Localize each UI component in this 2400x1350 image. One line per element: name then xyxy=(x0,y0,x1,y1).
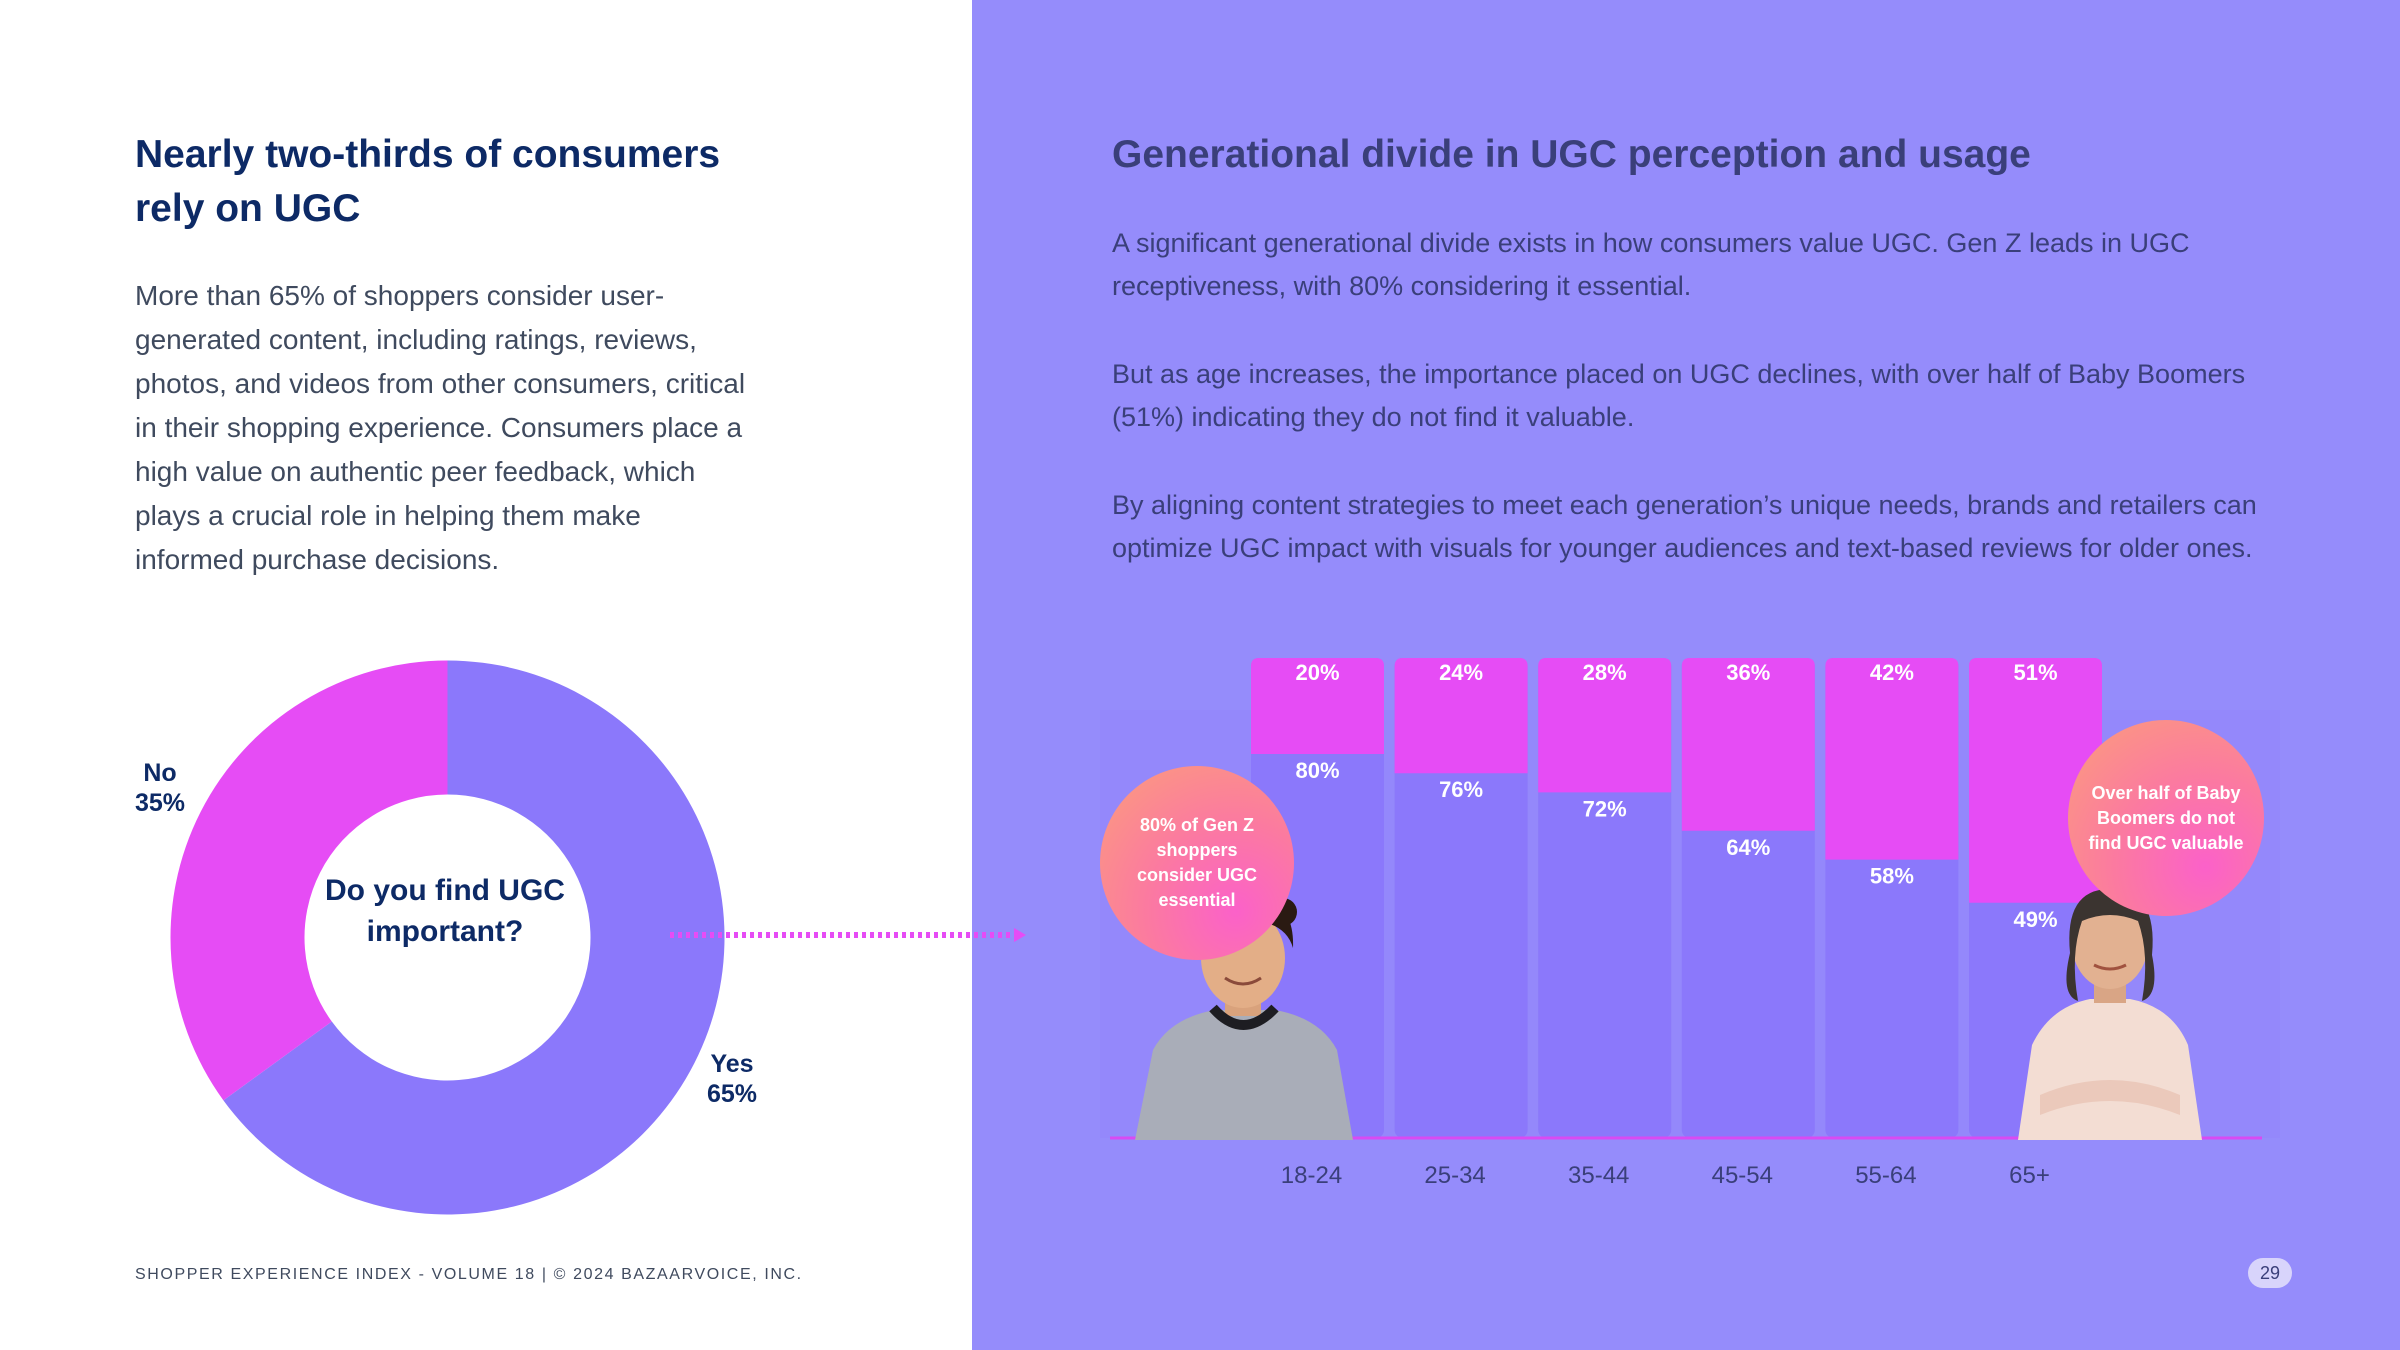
bar-no-55-64 xyxy=(1825,658,1959,860)
donut-label-no-name: No xyxy=(143,759,177,787)
footer-text: SHOPPER EXPERIENCE INDEX - VOLUME 18 | ©… xyxy=(135,1266,803,1283)
boomer-callout-text: Over half of Baby Boomers do not find UG… xyxy=(2088,782,2244,853)
bar-no-label-18-24: 20% xyxy=(1295,660,1339,685)
bar-yes-label-18-24: 80% xyxy=(1295,758,1339,783)
bar-no-45-54 xyxy=(1681,658,1815,831)
bar-no-65+ xyxy=(1969,658,2102,903)
donut-label-no-value: 35% xyxy=(134,789,186,817)
right-paragraph-1: A significant generational divide exists… xyxy=(1112,228,2190,301)
bar-yes-label-45-54: 64% xyxy=(1726,835,1770,860)
x-tick-25-34: 25-34 xyxy=(1424,1162,1485,1189)
bar-no-label-65+: 51% xyxy=(2013,660,2057,685)
x-tick-55-64: 55-64 xyxy=(1855,1162,1916,1189)
right-heading: Generational divide in UGC perception an… xyxy=(1112,133,2031,176)
bar-yes-label-55-64: 58% xyxy=(1870,864,1914,889)
bar-no-label-35-44: 28% xyxy=(1583,660,1627,685)
ugc-importance-donut-chart xyxy=(170,660,725,1215)
boomer-callout-bubble: Over half of Baby Boomers do not find UG… xyxy=(2068,720,2264,916)
bar-no-25-34 xyxy=(1394,658,1528,774)
bar-no-18-24 xyxy=(1251,658,1384,754)
donut-slice-yes xyxy=(223,660,725,1215)
x-tick-65+: 65+ xyxy=(2009,1162,2050,1189)
x-tick-18-24: 18-24 xyxy=(1281,1162,1342,1189)
left-heading: Nearly two-thirds of consumers rely on U… xyxy=(135,133,721,230)
bar-yes-label-35-44: 72% xyxy=(1583,796,1627,821)
right-paragraph-2: But as age increases, the importance pla… xyxy=(1112,359,2246,432)
donut-label-yes-value: 65% xyxy=(706,1080,758,1108)
gen-z-callout-bubble: 80% of Gen Z shoppers consider UGC essen… xyxy=(1100,766,1294,960)
page-number: 29 xyxy=(2248,1258,2292,1288)
x-tick-35-44: 35-44 xyxy=(1568,1162,1629,1189)
bar-no-label-45-54: 36% xyxy=(1726,660,1770,685)
donut-question: Do you find UGC important? xyxy=(325,874,565,948)
left-body-text: More than 65% of shoppers consider user-… xyxy=(135,280,746,575)
donut-label-yes-name: Yes xyxy=(710,1050,754,1078)
donut-label-yes: Yes 65% xyxy=(697,1049,767,1109)
donut-label-no: No 35% xyxy=(125,758,195,818)
bar-no-label-55-64: 42% xyxy=(1870,660,1914,685)
baby-boomer-shopper-photo xyxy=(2018,889,2202,1140)
bar-yes-label-65+: 49% xyxy=(2013,907,2057,932)
x-tick-45-54: 45-54 xyxy=(1712,1162,1773,1189)
bar-no-label-25-34: 24% xyxy=(1439,660,1483,685)
gen-z-callout-text: 80% of Gen Z shoppers consider UGC essen… xyxy=(1136,815,1258,910)
right-paragraph-3: By aligning content strategies to meet e… xyxy=(1112,490,2257,563)
bar-yes-label-25-34: 76% xyxy=(1439,777,1483,802)
bar-yes-25-34 xyxy=(1394,658,1528,1138)
donut-slice-no xyxy=(170,660,448,1101)
bar-no-35-44 xyxy=(1538,658,1672,793)
dotted-connector-arrow xyxy=(670,928,1026,942)
